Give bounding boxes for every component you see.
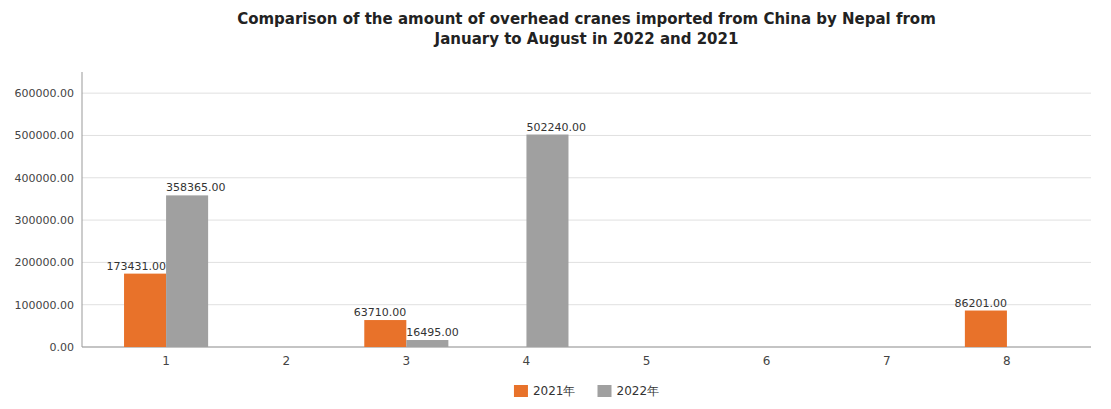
bar — [1007, 347, 1049, 348]
x-tick-label: 2 — [282, 354, 290, 368]
y-tick-label: 400000.00 — [15, 172, 75, 185]
y-axis-line — [82, 72, 83, 347]
chart-svg: Comparison of the amount of overhead cra… — [0, 0, 1111, 409]
x-tick-label: 8 — [1003, 354, 1011, 368]
y-tick-label: 600000.00 — [15, 87, 75, 100]
grid-line — [82, 304, 1091, 305]
chart-container: Comparison of the amount of overhead cra… — [0, 0, 1111, 409]
data-label: 16495.00 — [406, 326, 459, 339]
x-tick-label: 4 — [523, 354, 531, 368]
y-grid — [82, 93, 1091, 347]
legend-label: 2021年 — [533, 384, 576, 398]
bar — [244, 347, 286, 348]
bar — [484, 347, 526, 348]
bar — [647, 347, 689, 348]
data-label: 63710.00 — [354, 306, 407, 319]
title-line: Comparison of the amount of overhead cra… — [237, 10, 936, 28]
grid-line — [82, 135, 1091, 136]
bar — [887, 347, 929, 348]
legend-swatch — [598, 385, 612, 397]
legend-label: 2022年 — [617, 384, 660, 398]
bar — [767, 347, 809, 348]
x-axis-line — [82, 347, 1091, 348]
data-label: 358365.00 — [166, 181, 226, 194]
legend-item: 2021年 — [514, 384, 576, 398]
title-line: January to August in 2022 and 2021 — [434, 30, 739, 48]
bar — [166, 195, 208, 347]
grid-line — [82, 347, 1091, 348]
bar — [605, 347, 647, 348]
grid-line — [82, 262, 1091, 263]
y-tick-label: 300000.00 — [15, 214, 75, 227]
y-tick-label: 100000.00 — [15, 299, 75, 312]
grid-line — [82, 93, 1091, 94]
y-tick-label: 200000.00 — [15, 256, 75, 269]
bar — [406, 340, 448, 347]
data-label: 502240.00 — [526, 121, 586, 134]
x-tick-label: 1 — [162, 354, 170, 368]
bar — [526, 135, 568, 347]
grid-line — [82, 177, 1091, 178]
bar — [965, 311, 1007, 347]
legend-item: 2022年 — [598, 384, 660, 398]
x-tick-label: 6 — [763, 354, 771, 368]
bar — [845, 347, 887, 348]
x-tick-label: 7 — [883, 354, 891, 368]
grid-line — [82, 220, 1091, 221]
bar — [124, 274, 166, 347]
legend-swatch — [514, 385, 528, 397]
bar — [364, 320, 406, 347]
data-label: 86201.00 — [954, 297, 1007, 310]
bar — [725, 347, 767, 348]
y-tick-label: 500000.00 — [15, 129, 75, 142]
data-labels: 173431.00 63710.00 86201.00 358365.00 16495.… — [107, 121, 1007, 340]
title: Comparison of the amount of overhead cra… — [237, 10, 936, 48]
bar — [286, 347, 328, 348]
bars — [124, 135, 1007, 347]
data-label: 173431.00 — [107, 260, 167, 273]
x-tick-label: 3 — [403, 354, 411, 368]
y-tick-label: 0.00 — [50, 341, 75, 354]
x-tick-label: 5 — [643, 354, 651, 368]
legend: 2021年 2022年 — [514, 384, 659, 398]
